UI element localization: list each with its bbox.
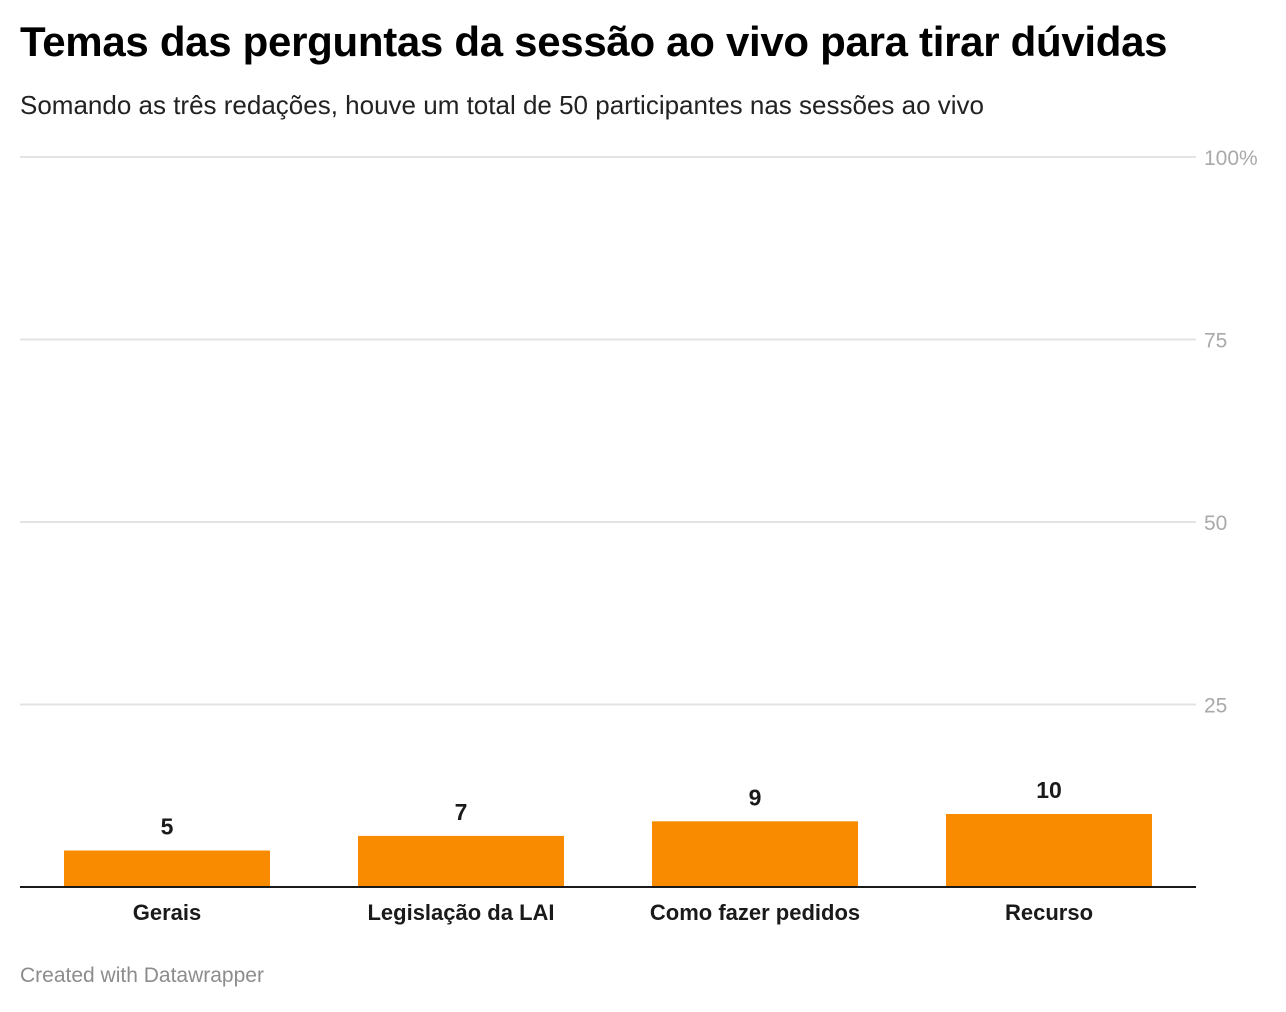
- bar: [64, 850, 270, 887]
- x-category-label: Gerais: [133, 900, 202, 925]
- bar-value-label: 5: [161, 814, 174, 840]
- bar: [652, 821, 858, 887]
- bar-value-label: 10: [1036, 777, 1062, 803]
- chart-title: Temas das perguntas da sessão ao vivo pa…: [20, 18, 1168, 65]
- y-tick-label: 50: [1204, 512, 1227, 535]
- x-category-label: Recurso: [1005, 900, 1093, 925]
- bar-value-label: 9: [749, 784, 762, 810]
- bar-value-label: 7: [455, 799, 468, 825]
- x-category-label: Como fazer pedidos: [650, 900, 860, 925]
- bar: [358, 835, 564, 887]
- y-tick-label: 25: [1204, 695, 1227, 718]
- y-tick-label: 100%: [1204, 147, 1258, 170]
- footer-credit: Created with Datawrapper: [20, 964, 264, 987]
- x-category-label: Legislação da LAI: [367, 900, 554, 925]
- y-tick-label: 75: [1204, 330, 1227, 353]
- bar: [946, 814, 1152, 887]
- chart-subtitle: Somando as três redações, houve um total…: [20, 90, 985, 120]
